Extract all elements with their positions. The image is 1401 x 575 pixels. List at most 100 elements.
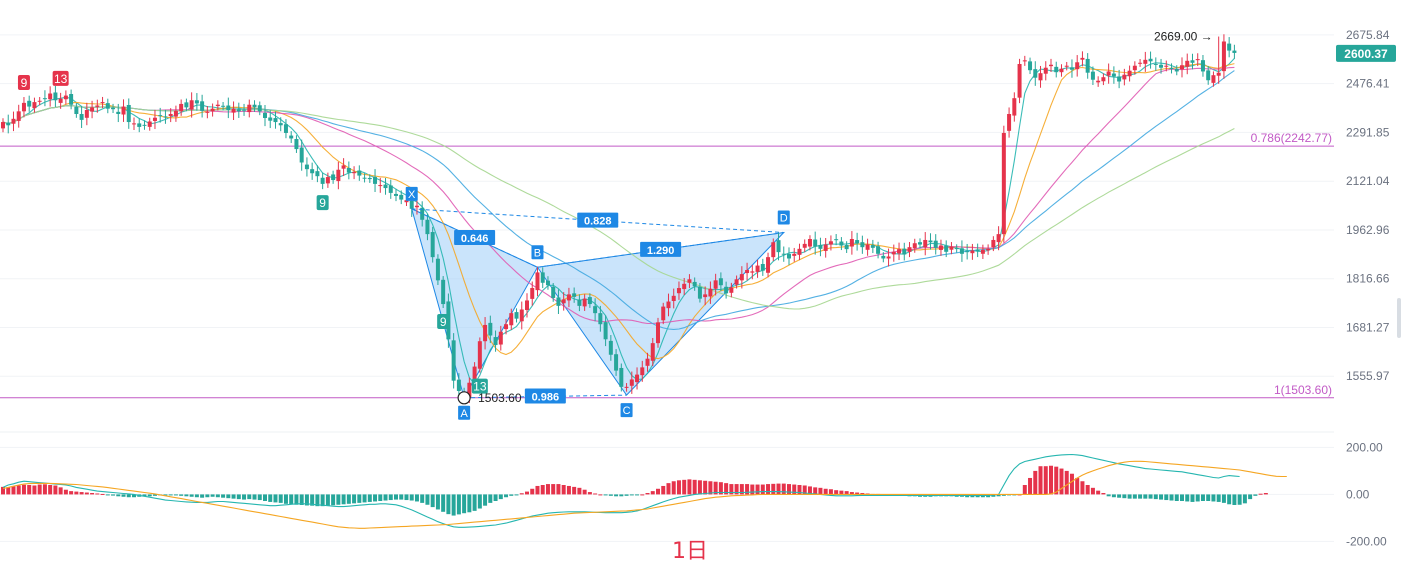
macd-histogram-bar: [1028, 477, 1033, 495]
candle-body: [42, 98, 47, 100]
macd-histogram-bar: [1132, 494, 1137, 499]
macd-histogram-bar: [430, 494, 435, 508]
candle-body: [1101, 77, 1106, 82]
macd-histogram-bar: [781, 483, 786, 495]
candle-body: [828, 241, 833, 245]
candle-body: [1143, 59, 1148, 64]
macd-histogram-bar: [394, 494, 398, 500]
macd-histogram-bar: [95, 493, 100, 495]
price-scale-handle[interactable]: [1397, 298, 1401, 338]
candle-body: [855, 240, 860, 244]
candle-body: [1085, 58, 1090, 73]
macd-histogram-bar: [1185, 494, 1190, 502]
macd-histogram-bar: [111, 494, 116, 496]
candle-body: [1033, 69, 1038, 78]
macd-histogram-bar: [724, 483, 729, 495]
candle-body: [797, 248, 802, 255]
harmonic-point-label: B: [534, 247, 541, 259]
macd-histogram-bar: [21, 484, 26, 495]
candle-body: [257, 105, 262, 112]
macd-histogram-bar: [624, 494, 629, 496]
macd-histogram-bar: [1122, 494, 1127, 499]
macd-histogram-bar: [310, 494, 315, 506]
candle-body: [247, 104, 252, 113]
candle-body: [194, 100, 199, 104]
candle-body: [132, 123, 136, 125]
candle-body: [603, 322, 608, 340]
td-count-badge: [17, 75, 30, 91]
candle-body: [640, 367, 645, 376]
macd-histogram-bar: [713, 481, 718, 495]
candle-body: [498, 331, 503, 345]
candle-body: [27, 100, 32, 107]
candle-body: [378, 185, 383, 187]
candle-body: [1148, 58, 1153, 62]
candle-body: [1159, 64, 1164, 68]
candle-body: [807, 238, 812, 247]
macd-histogram-bar: [818, 487, 823, 495]
macd-histogram-bar: [488, 494, 493, 503]
candle-body: [1185, 60, 1190, 67]
macd-histogram-bar: [263, 494, 267, 501]
candle-body: [179, 103, 184, 112]
candle-body: [63, 95, 68, 100]
current-price-label: 2600.37: [1344, 47, 1388, 61]
candle-body: [336, 169, 341, 182]
macd-histogram-bar: [828, 489, 833, 495]
macd-histogram-bar: [1022, 485, 1027, 495]
macd-histogram-bar: [582, 489, 587, 495]
macd-histogram-bar: [1237, 494, 1242, 505]
candle-body: [215, 104, 220, 107]
candle-body: [100, 102, 105, 104]
macd-histogram-bar: [1195, 494, 1200, 502]
candle-body: [1038, 73, 1043, 81]
candle-body: [263, 112, 267, 119]
macd-histogram-bar: [179, 494, 184, 496]
candle-body: [1174, 68, 1179, 72]
macd-histogram-bar: [1054, 466, 1059, 495]
candle-body: [572, 293, 577, 297]
candle-body: [116, 111, 121, 114]
macd-histogram-bar: [629, 494, 634, 496]
candle-body: [1017, 64, 1022, 98]
candle-body: [90, 107, 95, 112]
candle-body: [509, 313, 514, 326]
macd-histogram-bar: [844, 491, 849, 495]
macd-histogram-bar: [676, 480, 681, 495]
macd-histogram-bar: [205, 494, 210, 498]
candle-body: [173, 110, 178, 117]
candle-body: [472, 366, 477, 382]
candle-body: [954, 248, 959, 250]
macd-histogram-bar: [540, 485, 545, 495]
macd-histogram-bar: [603, 494, 608, 496]
macd-histogram-bar: [708, 481, 713, 495]
candle-body: [53, 92, 58, 101]
macd-histogram-bar: [189, 494, 194, 497]
candle-body: [687, 279, 692, 283]
macd-histogram-bar: [163, 494, 168, 496]
macd-histogram-bar: [462, 494, 467, 514]
macd-histogram-bar: [257, 494, 262, 501]
macd-histogram-bar: [435, 494, 440, 510]
candle-body: [1132, 65, 1137, 71]
candle-body: [918, 242, 922, 245]
candle-body: [561, 299, 566, 304]
macd-histogram-bar: [598, 494, 603, 496]
price-axis-tick: 1555.97: [1346, 369, 1390, 383]
candle-body: [1206, 70, 1211, 81]
macd-histogram-bar: [656, 488, 660, 495]
macd-histogram-bar: [315, 494, 320, 507]
macd-histogram-bar: [776, 483, 781, 495]
candle-body: [959, 248, 964, 254]
macd-histogram-bar: [142, 494, 147, 497]
macd-histogram-bar: [231, 494, 236, 499]
price-axis-tick: 2291.85: [1346, 125, 1390, 139]
candle-body: [1001, 132, 1006, 235]
candle-body: [614, 354, 619, 371]
macd-histogram-bar: [27, 485, 32, 495]
macd-histogram-bar: [561, 485, 566, 495]
candle-body: [1075, 62, 1080, 70]
candle-body: [949, 246, 954, 250]
